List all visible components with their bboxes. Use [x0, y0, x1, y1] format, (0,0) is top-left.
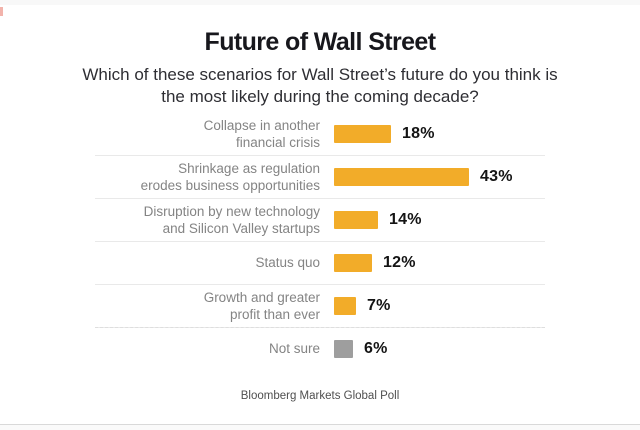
- bar-row: Shrinkage as regulation erodes business o…: [95, 156, 545, 199]
- value-bar: [334, 168, 469, 186]
- category-label: Disruption by new technology and Silicon …: [143, 203, 320, 236]
- top-band: [0, 0, 640, 5]
- category-label: Status quo: [255, 255, 320, 271]
- bar-area: 43%: [320, 168, 545, 186]
- value-bar: [334, 125, 391, 143]
- value-bar: [334, 297, 356, 315]
- chart-question-line-2: the most likely during the coming decade…: [161, 87, 479, 107]
- value-bar: [334, 254, 372, 272]
- value-label: 7%: [367, 297, 391, 314]
- bar-row: Collapse in another financial crisis 18%: [95, 113, 545, 156]
- bar-row: Status quo 12%: [95, 242, 545, 285]
- value-label: 6%: [364, 340, 388, 357]
- brand-mark: [0, 7, 3, 16]
- chart-question-line-1: Which of these scenarios for Wall Street…: [82, 65, 558, 84]
- value-label: 18%: [402, 125, 435, 142]
- value-label: 43%: [480, 168, 513, 185]
- value-bar: [334, 340, 353, 358]
- value-label: 14%: [389, 211, 422, 228]
- category-label: Shrinkage as regulation erodes business o…: [140, 160, 320, 193]
- bar-area: 12%: [320, 254, 545, 272]
- bar-row: Disruption by new technology and Silicon …: [95, 199, 545, 242]
- bar-row: Not sure 6%: [95, 327, 545, 370]
- value-bar: [334, 211, 378, 229]
- value-label: 12%: [383, 254, 416, 271]
- bar-row: Growth and greater profit than ever 7%: [95, 285, 545, 328]
- chart-title: Future of Wall Street: [204, 28, 437, 56]
- category-label: Collapse in another financial crisis: [203, 117, 320, 150]
- bar-area: 6%: [320, 340, 545, 358]
- bar-area: 7%: [320, 297, 545, 315]
- category-label: Not sure: [268, 341, 320, 357]
- bottom-border: [0, 424, 640, 430]
- chart-question: Which of these scenarios for Wall Street…: [0, 64, 640, 109]
- bar-area: 18%: [320, 125, 545, 143]
- bar-chart: Collapse in another financial crisis 18% Sh…: [95, 113, 545, 370]
- source-credit: Bloomberg Markets Global Poll: [240, 390, 400, 402]
- bar-area: 14%: [320, 211, 545, 229]
- category-label: Growth and greater profit than ever: [203, 289, 320, 322]
